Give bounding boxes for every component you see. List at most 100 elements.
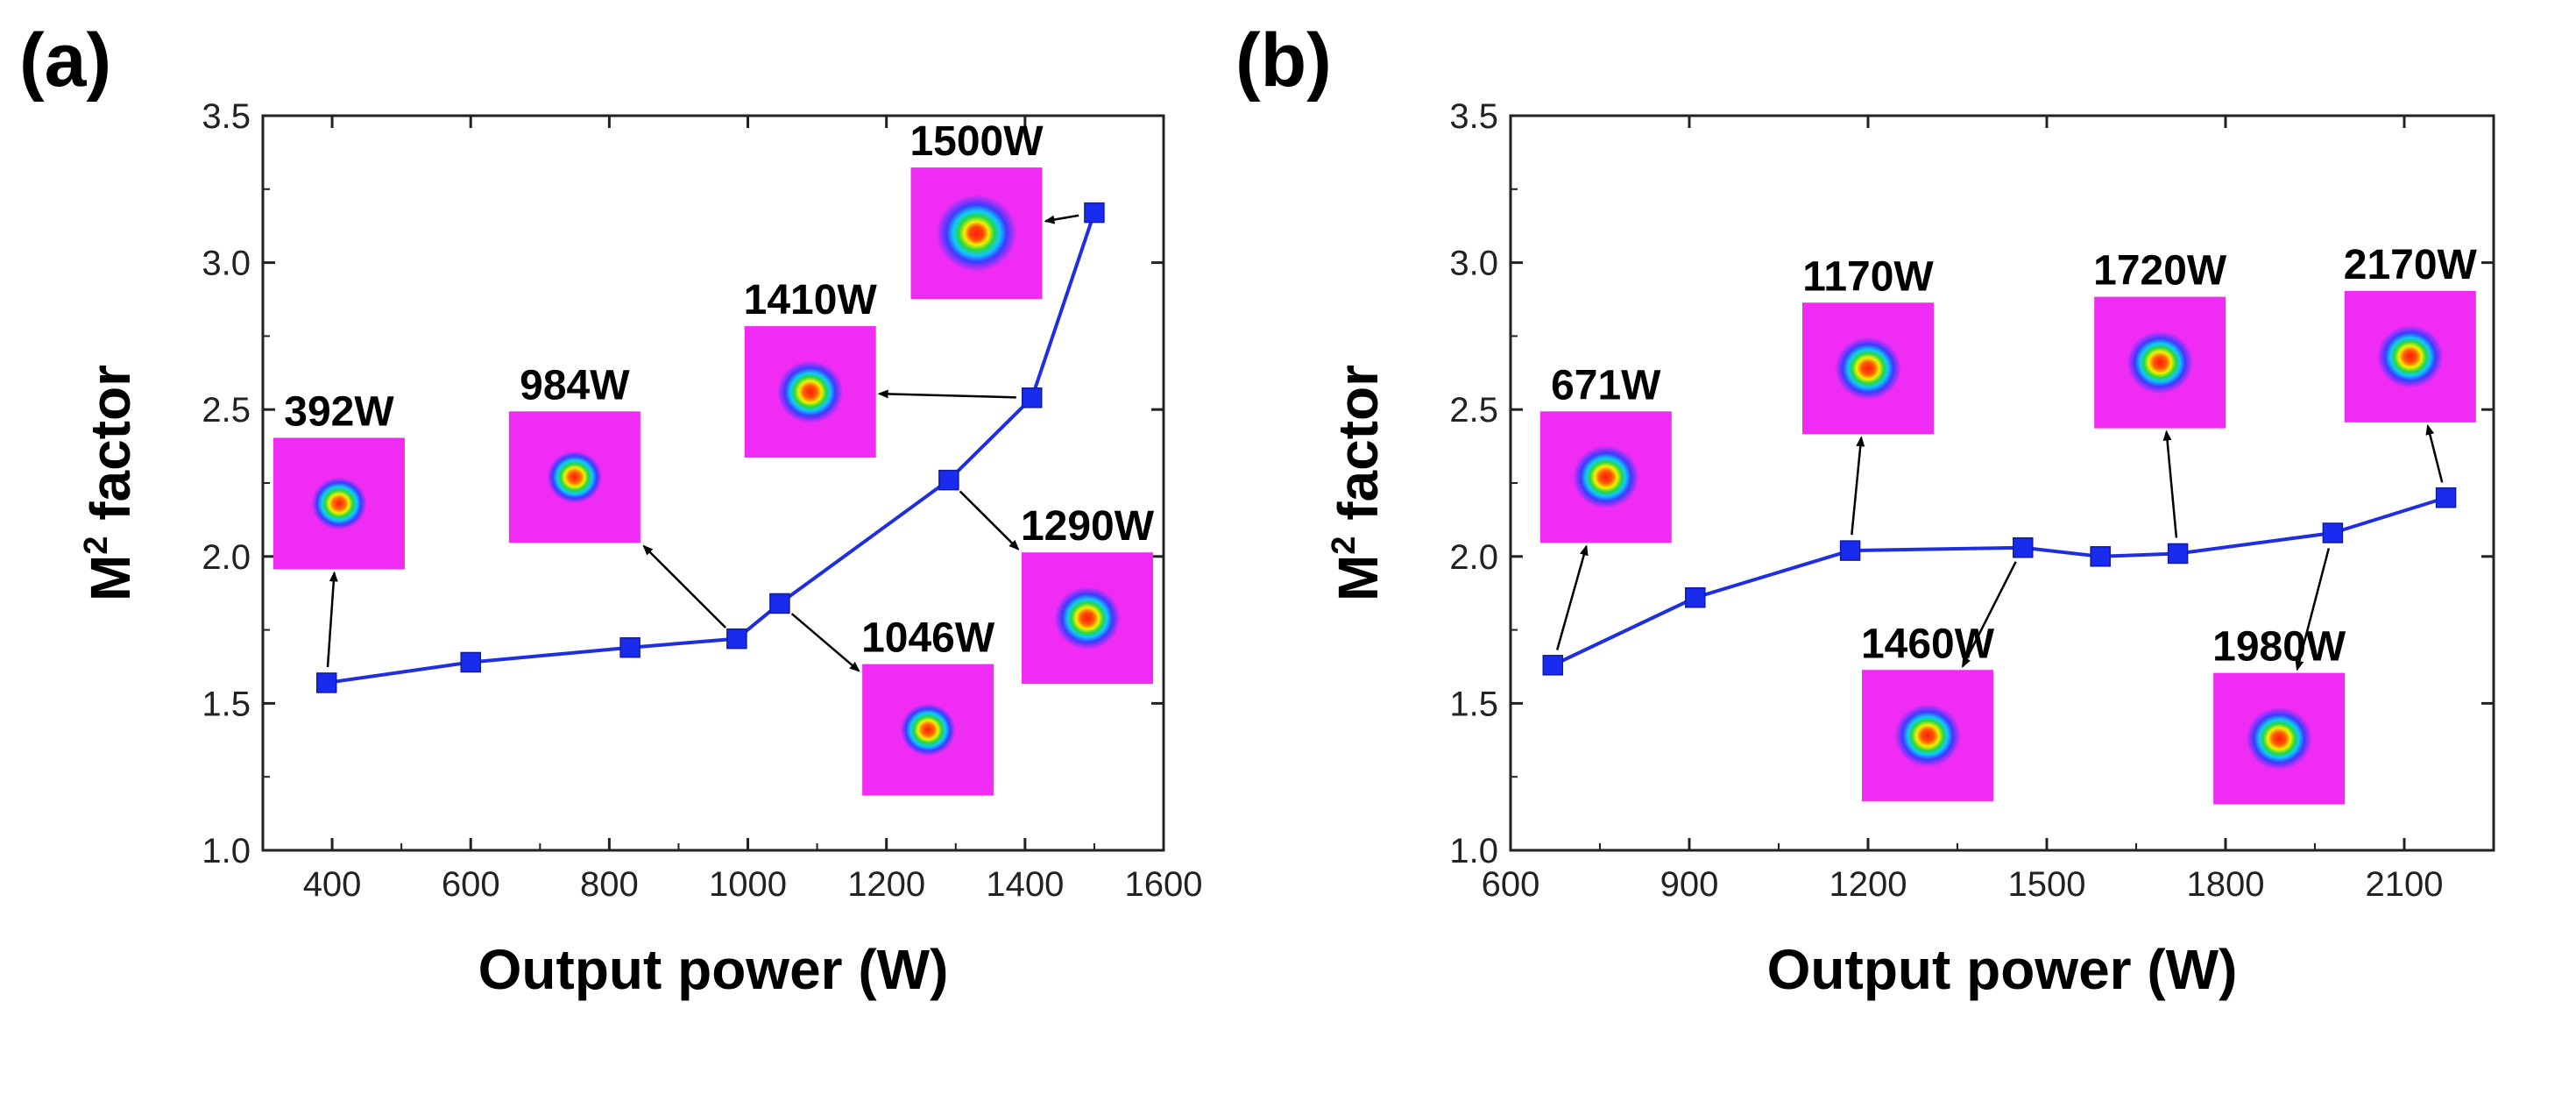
data-point (2435, 487, 2457, 508)
series-line (1552, 495, 2447, 667)
beam-spot (1573, 445, 1639, 509)
beam-inset: 1980W (2212, 624, 2346, 805)
inset-power-label: 984W (520, 362, 630, 408)
panel-b: (b) 600 900 1200 1500 1800 2100 1.0 1.5 2.0 2.5 3.0… (1235, 18, 2495, 1001)
inset-power-label: 1720W (2093, 248, 2227, 295)
y-axis-title-main: M (79, 555, 142, 601)
y-tick-label: 1.5 (1449, 685, 1498, 723)
x-tick-label: 400 (303, 865, 362, 904)
x-tick-label: 1400 (986, 865, 1064, 904)
beam-spot (2377, 324, 2444, 388)
y-tick-label: 3.0 (202, 245, 251, 283)
beam-spot (1835, 337, 1901, 401)
y-tick-label: 3.5 (202, 97, 251, 136)
y-axis-title: M2 factor (78, 365, 142, 601)
inset-power-label: 671W (1551, 362, 1661, 408)
beam-spot (900, 703, 956, 756)
inset-power-label: 1460W (1861, 621, 1995, 667)
data-point (1542, 655, 1564, 676)
x-tick-label: 1800 (2187, 865, 2265, 904)
panel-a: (a) 400 600 800 1000 1200 1400 1600 1.0 1.5 2.0 2.5… (19, 18, 1202, 1001)
y-tick-label: 2.5 (1449, 391, 1498, 430)
y-axis-title-main: M (1327, 555, 1390, 601)
x-tick-label: 900 (1660, 865, 1719, 904)
inset-arrow (326, 571, 338, 668)
data-point (1022, 387, 1043, 408)
data-point (316, 672, 337, 693)
inset-arrow (642, 544, 727, 629)
x-tick-label: 2100 (2366, 865, 2444, 904)
inset-power-label: 1410W (744, 277, 878, 323)
x-tick-label: 600 (442, 865, 500, 904)
data-point (2167, 543, 2189, 565)
y-tick-label: 1.5 (202, 685, 251, 723)
inset-power-label: 2170W (2344, 242, 2478, 288)
data-point (1084, 202, 1105, 224)
data-point (769, 593, 790, 614)
inset-power-label: 1046W (861, 615, 995, 662)
x-tick-label: 800 (580, 865, 639, 904)
inset-arrow (1044, 214, 1079, 224)
series-line (326, 211, 1096, 685)
beam-inset: 1170W (1802, 253, 1934, 435)
data-point (726, 628, 747, 650)
x-tick-label: 1500 (2008, 865, 2086, 904)
y-axis-title-rest: factor (79, 365, 142, 536)
beam-inset: 671W (1539, 362, 1672, 543)
beam-inset: 1410W (744, 277, 878, 458)
inset-arrow (2425, 423, 2444, 483)
inset-power-label: 1290W (1021, 503, 1155, 550)
beam-spot (1894, 704, 1961, 768)
inset-arrow (2162, 430, 2178, 538)
y-tick-label: 1.0 (1449, 832, 1498, 870)
inset-arrow (790, 613, 860, 672)
x-tick-label: 600 (1482, 865, 1540, 904)
beam-spot (1054, 586, 1121, 650)
inset-power-label: 1500W (909, 118, 1044, 165)
beam-spot (776, 360, 844, 424)
inset-power-label: 1170W (1802, 253, 1934, 300)
y-tick-label: 3.5 (1449, 97, 1498, 136)
x-axis-title: Output power (W) (1767, 938, 2238, 1001)
data-point (460, 651, 481, 673)
inset-arrow (1555, 544, 1589, 650)
data-point (1839, 540, 1861, 561)
beam-inset: 2170W (2344, 242, 2478, 423)
y-tick-label: 3.0 (1449, 245, 1498, 283)
x-tick-label: 1200 (1829, 865, 1907, 904)
data-point (2322, 522, 2344, 543)
beam-inset: 1046W (861, 615, 995, 796)
y-axis-title: M2 factor (1326, 365, 1390, 601)
y-tick-label: 1.0 (202, 832, 251, 870)
inset-power-label: 392W (284, 388, 394, 435)
beam-inset: 1500W (909, 118, 1044, 300)
beam-spot (936, 195, 1017, 273)
inset-arrow (2295, 548, 2331, 671)
x-tick-label: 1000 (709, 865, 787, 904)
x-tick-label: 1200 (847, 865, 925, 904)
beam-inset: 1720W (2093, 248, 2227, 429)
inset-power-label: 1980W (2212, 624, 2346, 671)
beam-spot (2246, 707, 2312, 771)
inset-arrow (1961, 561, 2017, 669)
beam-spot (2127, 330, 2193, 394)
beam-inset: 392W (272, 388, 405, 570)
y-tick-label: 2.0 (202, 538, 251, 577)
data-point (619, 636, 640, 658)
panel-label: (a) (19, 18, 111, 103)
inset-arrow (959, 490, 1020, 550)
y-axis-title-sup: 2 (1326, 536, 1362, 555)
y-tick-label: 2.5 (202, 391, 251, 430)
y-tick-label: 2.0 (1449, 538, 1498, 577)
data-point (1685, 586, 1706, 608)
y-axis-title-rest: factor (1327, 365, 1390, 536)
inset-arrow (877, 389, 1016, 399)
beam-spot (547, 451, 603, 504)
x-axis-title: Output power (W) (478, 938, 949, 1001)
panel-label: (b) (1235, 18, 1332, 103)
beam-inset: 984W (508, 362, 640, 543)
beam-spot (311, 477, 367, 530)
data-point (938, 469, 959, 491)
beam-inset: 1290W (1021, 503, 1155, 685)
